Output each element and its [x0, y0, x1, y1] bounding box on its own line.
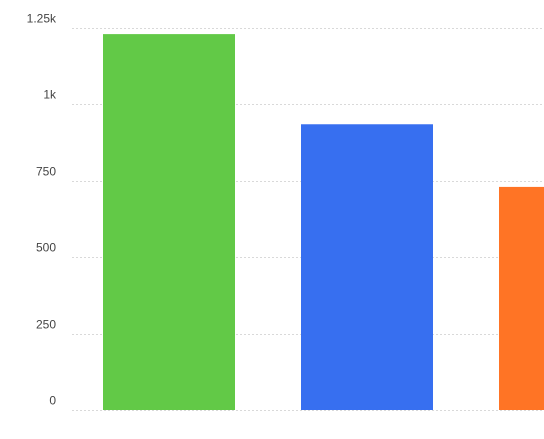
y-axis-tick-labels: 0 250 500 750 1k 1.25k	[27, 12, 57, 408]
y-tick-label: 250	[36, 318, 56, 332]
bars	[103, 34, 544, 410]
y-tick-label: 500	[36, 241, 56, 255]
bar	[499, 186, 544, 410]
bar	[301, 124, 433, 410]
bar	[103, 34, 235, 410]
y-tick-label: 750	[36, 165, 56, 179]
y-tick-label: 1.25k	[27, 12, 57, 26]
y-tick-label: 1k	[43, 88, 57, 102]
y-tick-label: 0	[49, 394, 56, 408]
